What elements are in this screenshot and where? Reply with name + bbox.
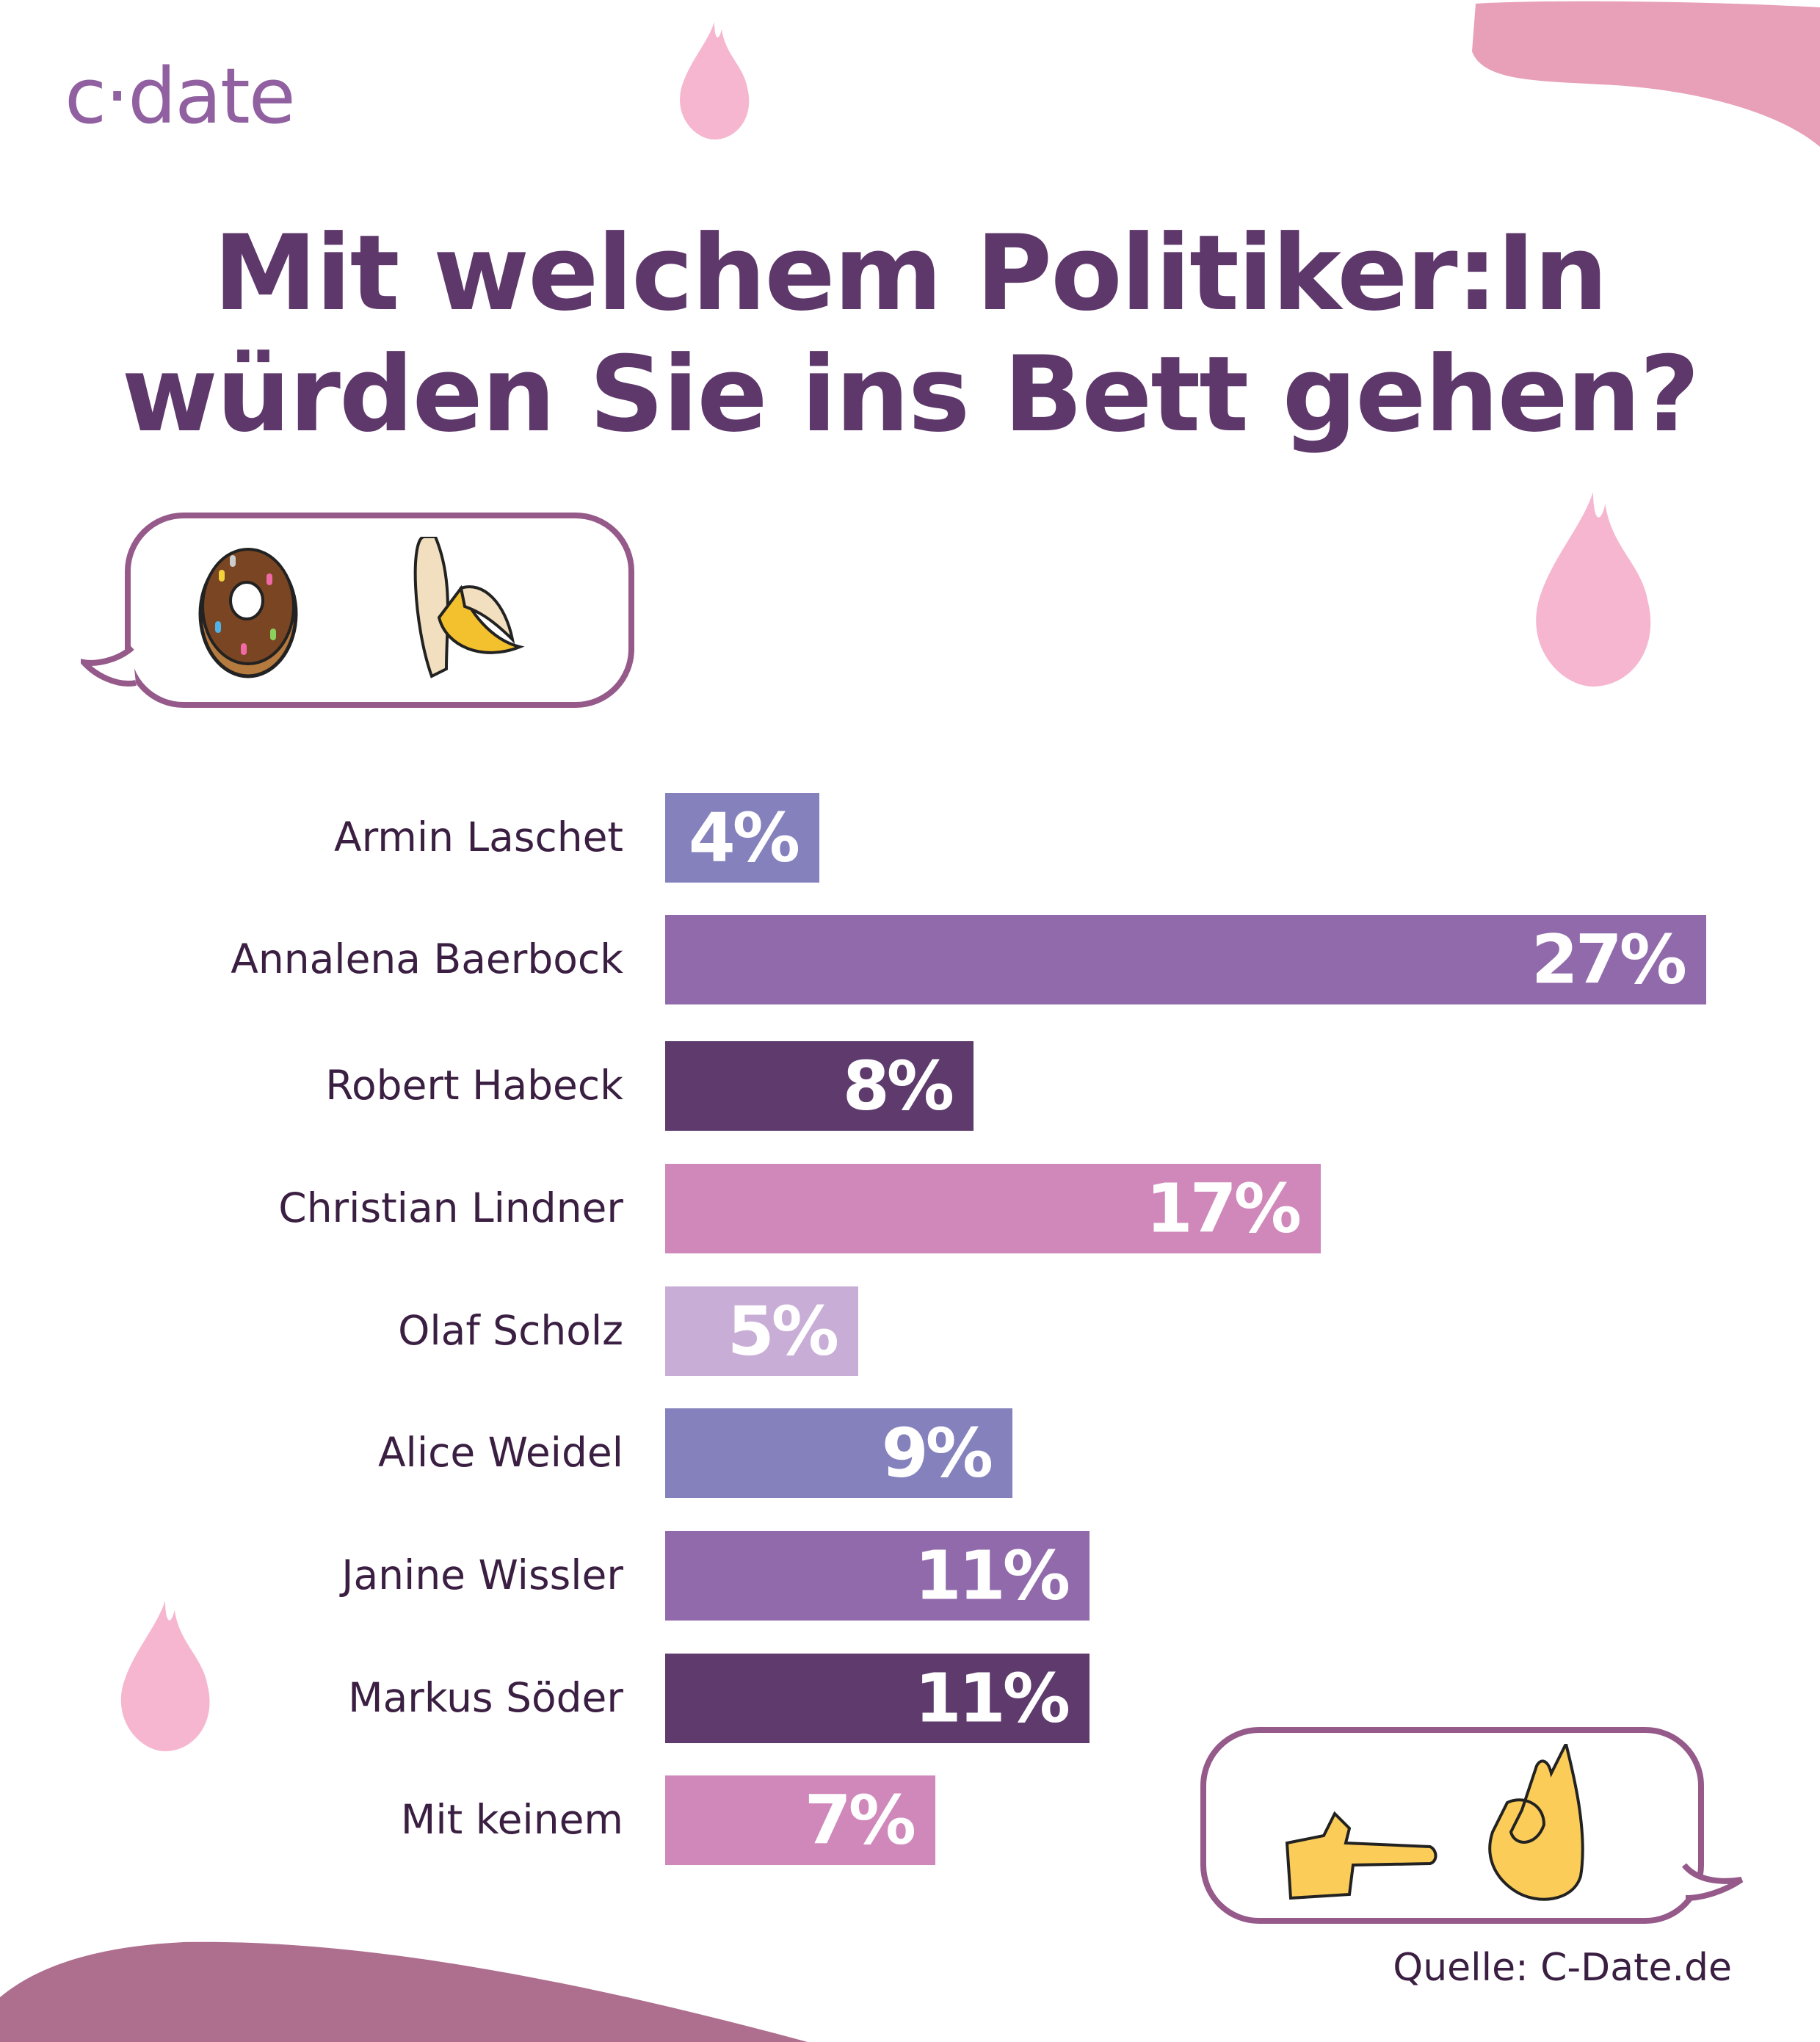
speech-bubble-top-tail: [81, 646, 137, 687]
data-label: 17%: [1145, 1169, 1302, 1248]
bar: 9%: [665, 1408, 1012, 1498]
bar: 7%: [665, 1775, 935, 1865]
brush-stroke-bottom-left: [0, 1941, 808, 2042]
speech-bubble-top: [125, 513, 634, 708]
bar: 11%: [665, 1654, 1090, 1743]
bar: 27%: [665, 915, 1706, 1004]
bar: 17%: [665, 1164, 1321, 1253]
category-label: Mit keinem: [400, 1796, 623, 1843]
data-label: 9%: [881, 1413, 993, 1493]
data-label: 8%: [842, 1046, 954, 1126]
title-line-2: würden Sie ins Bett gehen?: [121, 334, 1700, 455]
donut-icon: [198, 548, 298, 678]
brush-stroke-top-right: [1472, 1, 1820, 147]
flame-icon: [680, 22, 750, 140]
data-label: 27%: [1531, 920, 1687, 999]
category-label: Olaf Scholz: [398, 1307, 623, 1354]
ok-hand-icon: [1488, 1744, 1584, 1901]
page-title: Mit welchem Politiker:In würden Sie ins …: [0, 213, 1820, 455]
data-label: 11%: [914, 1659, 1070, 1738]
data-label: 7%: [804, 1781, 916, 1860]
source-note: Quelle: C-Date.de: [1393, 1946, 1732, 1990]
data-label: 11%: [914, 1536, 1070, 1615]
category-label: Janine Wissler: [341, 1552, 623, 1599]
cdate-logo: c·date: [65, 51, 296, 141]
flame-icon: [120, 1601, 210, 1751]
category-label: Christian Lindner: [278, 1184, 623, 1231]
category-label: Armin Laschet: [334, 814, 623, 861]
speech-bubble-bottom: [1200, 1727, 1704, 1924]
flame-icon: [1536, 492, 1651, 687]
banana-icon: [413, 537, 525, 678]
category-label: Markus Söder: [348, 1674, 623, 1721]
data-label: 4%: [688, 798, 800, 877]
bar: 5%: [665, 1286, 858, 1376]
speech-bubble-bottom-tail: [1681, 1863, 1744, 1901]
data-label: 5%: [727, 1292, 839, 1371]
category-label: Annalena Baerbock: [231, 935, 623, 982]
title-line-1: Mit welchem Politiker:In: [213, 213, 1609, 334]
category-label: Robert Habeck: [325, 1062, 623, 1109]
category-label: Alice Weidel: [377, 1429, 623, 1476]
pointing-hand-icon: [1285, 1811, 1437, 1900]
bar: 8%: [665, 1041, 974, 1131]
bar: 4%: [665, 793, 819, 883]
bar: 11%: [665, 1531, 1090, 1621]
